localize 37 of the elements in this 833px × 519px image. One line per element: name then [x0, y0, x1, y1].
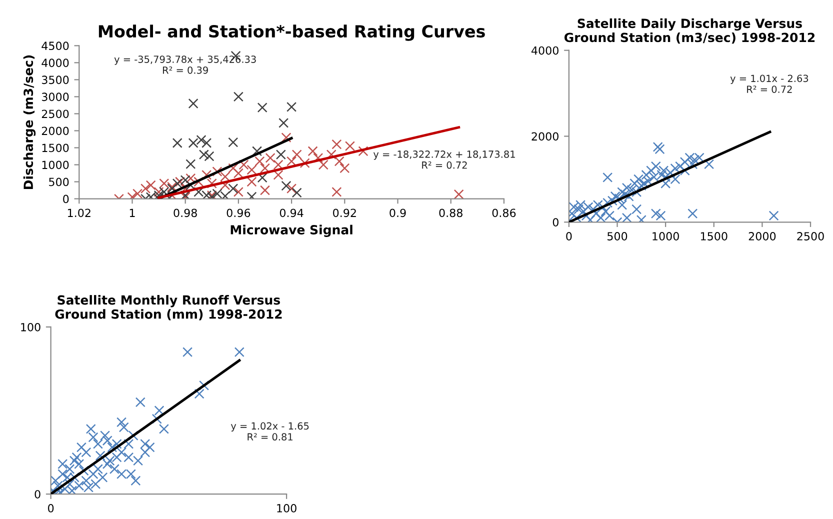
chart-title: Model- and Station*-based Rating Curves: [98, 24, 485, 41]
y-tick-label: 500: [49, 178, 69, 186]
x-tick-label: 2000: [748, 232, 776, 240]
chart-title: Satellite Daily Discharge Versus Ground Station (m3/sec) 1998-2012: [564, 18, 815, 44]
x-tick-label: 1500: [700, 232, 728, 240]
annotation: y = 1.01x - 2.63 R² = 0.72: [730, 74, 808, 93]
y-tick-label: 0: [63, 194, 69, 204]
x-tick-label: 0.9: [390, 208, 406, 218]
annotation: y = 1.02x - 1.65 R² = 0.81: [230, 422, 309, 441]
y-axis-title: Discharge (m3/sec): [23, 55, 36, 189]
y-tick-label: 1000: [42, 160, 69, 170]
annotation: y = -18,322.72x + 18,173.81 R² = 0.72: [373, 150, 515, 169]
y-tick-label: 2000: [42, 126, 69, 136]
x-tick-label: 0: [566, 232, 572, 240]
y-tick-label: 3500: [42, 76, 69, 84]
x-tick-label: 0.94: [280, 208, 304, 218]
y-tick-label: 2500: [42, 110, 69, 118]
y-tick-label: 0: [552, 218, 558, 227]
y-tick-label: 2000: [532, 132, 558, 141]
x-tick-label: 0.88: [439, 208, 462, 218]
y-tick-label: 3000: [42, 92, 69, 102]
x-tick-label: 0.98: [174, 208, 197, 218]
x-tick-label: 500: [608, 232, 628, 240]
y-tick-label: 4500: [42, 42, 69, 50]
x-tick-label: 0.92: [333, 208, 356, 218]
x-tick-label: 1.02: [68, 208, 90, 218]
x-axis-title: Microwave Signal: [230, 224, 352, 238]
x-tick-label: 0.86: [492, 208, 516, 218]
y-tick-label: 1500: [42, 144, 69, 152]
annotation: y = -35,793.78x + 35,426.33 R² = 0.39: [114, 56, 256, 74]
x-tick-label: 0.96: [226, 208, 250, 218]
x-tick-label: 2500: [797, 232, 824, 240]
chart-title: Satellite Monthly Runoff Versus Ground Station (mm) 1998-2012: [55, 295, 282, 320]
y-tick-label: 4000: [42, 58, 69, 68]
x-tick-label: 1: [130, 208, 135, 217]
y-tick-label: 4000: [531, 46, 558, 55]
x-tick-label: 1000: [652, 232, 679, 240]
